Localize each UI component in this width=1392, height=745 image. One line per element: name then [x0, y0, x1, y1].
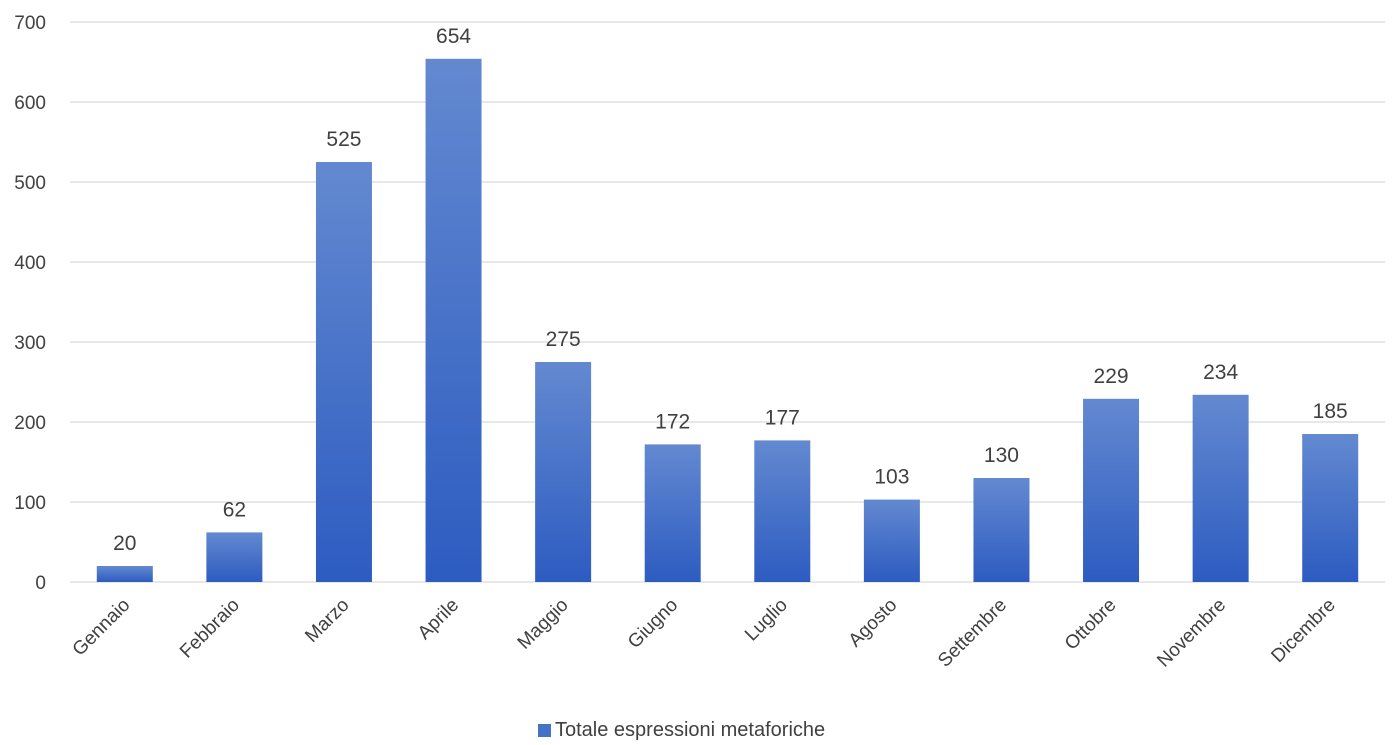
y-tick-label: 300: [14, 333, 46, 354]
data-label: 172: [655, 410, 690, 433]
bar-gennaio: [96, 566, 153, 582]
legend: Totale espressioni metaforiche: [538, 719, 825, 742]
bar-aprile: [425, 58, 482, 583]
bar-febbraio: [206, 532, 263, 582]
x-tick-label: Giugno: [624, 595, 682, 653]
data-labels: 20 62 525 654 275 172 177 103 130 229 234 185: [113, 25, 1348, 555]
data-label: 654: [436, 25, 471, 48]
data-label: 234: [1203, 361, 1238, 384]
bar-agosto: [863, 499, 920, 582]
data-label: 185: [1313, 400, 1348, 423]
bars: [96, 58, 1359, 583]
x-tick-label: Febbraio: [176, 595, 244, 663]
bar-dicembre: [1302, 434, 1359, 582]
data-label: 177: [765, 406, 800, 429]
x-tick-label: Aprile: [414, 595, 463, 644]
data-label: 62: [223, 498, 246, 521]
x-tick-label: Novembre: [1153, 595, 1230, 672]
x-tick-label: Maggio: [514, 595, 573, 654]
y-tick-label: 600: [14, 93, 46, 114]
x-tick-label: Marzo: [301, 595, 353, 647]
y-tick-label: 700: [14, 13, 46, 34]
data-label: 275: [546, 328, 581, 351]
bar-ottobre: [1083, 398, 1140, 582]
data-label: 525: [326, 128, 361, 151]
x-tick-label: Luglio: [741, 595, 792, 646]
x-tick-label: Dicembre: [1267, 595, 1339, 667]
legend-swatch: [538, 724, 551, 737]
bar-marzo: [315, 162, 372, 582]
data-label: 20: [113, 532, 136, 555]
x-tick-label: Settembre: [934, 595, 1011, 672]
bar-luglio: [754, 440, 811, 582]
y-axis: 0 100 200 300 400 500 600 700: [14, 13, 46, 594]
y-tick-label: 100: [14, 493, 46, 514]
y-tick-label: 500: [14, 173, 46, 194]
y-tick-label: 400: [14, 253, 46, 274]
x-tick-label: Gennaio: [69, 595, 135, 661]
x-axis: Gennaio Febbraio Marzo Aprile Maggio Giugno Lu…: [69, 595, 1340, 672]
bar-giugno: [644, 444, 701, 582]
bar-novembre: [1192, 394, 1249, 582]
legend-label: Totale espressioni metaforiche: [555, 719, 826, 741]
y-tick-label: 0: [35, 573, 46, 594]
data-label: 229: [1094, 365, 1129, 388]
bar-settembre: [973, 478, 1030, 582]
gridlines: [70, 21, 1385, 583]
x-tick-label: Agosto: [845, 595, 902, 652]
bar-maggio: [535, 362, 592, 582]
y-tick-label: 200: [14, 413, 46, 434]
data-label: 103: [874, 466, 909, 489]
data-label: 130: [984, 444, 1019, 467]
x-tick-label: Ottobre: [1061, 595, 1121, 655]
